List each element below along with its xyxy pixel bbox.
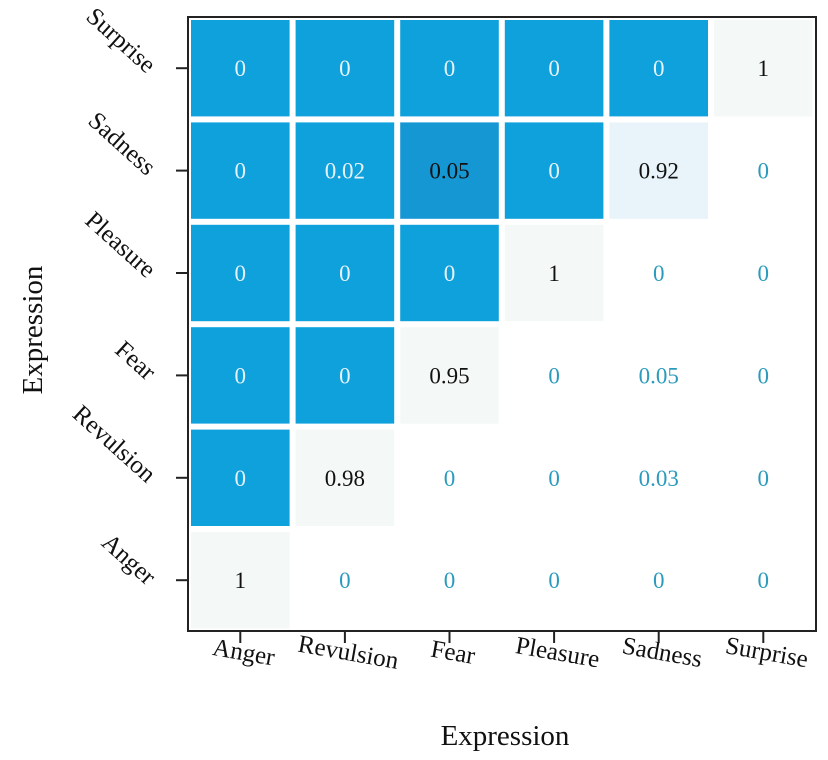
- cell-revulsion-anger: [191, 429, 290, 526]
- cell-anger-pleasure-label: 0: [548, 568, 560, 593]
- x-tick-label-pleasure: Pleasure: [513, 632, 601, 673]
- y-tick-label-fear: Fear: [110, 336, 162, 386]
- cell-sadness-anger: [191, 122, 290, 219]
- cell-surprise-fear: [400, 20, 499, 117]
- cell-anger-revulsion-label: 0: [339, 568, 351, 593]
- plot-frame: [187, 16, 817, 632]
- cell-fear-anger: [191, 327, 290, 424]
- cell-pleasure-fear: [400, 224, 499, 322]
- cell-fear-sadness-label: 0.05: [639, 363, 679, 388]
- cell-fear-anger-label: 0: [235, 363, 247, 388]
- cell-sadness-pleasure-label: 0: [548, 159, 560, 184]
- cell-fear-surprise-label: 0: [758, 363, 770, 388]
- cell-pleasure-anger: [191, 224, 290, 322]
- cell-surprise-pleasure: [504, 20, 604, 117]
- y-axis-ticks: Surprise Sadness Pleasure Fear Revulsion Ange…: [67, 3, 188, 591]
- cell-labels-layer: 0 0 0 0 0 1 0 0.02 0.05 0 0.92 0 0 0 0 1 0 0 0 0 0.95 0 0.05 0 0…: [235, 56, 770, 593]
- axes-layer: [187, 16, 817, 632]
- cell-pleasure-pleasure-label: 1: [548, 261, 560, 286]
- cell-surprise-anger-label: 0: [235, 56, 247, 81]
- y-tick-label-pleasure: Pleasure: [80, 207, 161, 284]
- cell-surprise-revulsion-label: 0: [339, 56, 351, 81]
- cell-anger-fear-label: 0: [444, 568, 456, 593]
- cell-surprise-fear-label: 0: [444, 56, 456, 81]
- cell-sadness-sadness-label: 0.92: [639, 159, 679, 184]
- cell-revulsion-revulsion: [295, 429, 395, 526]
- x-tick-label-fear: Fear: [429, 636, 478, 670]
- cell-surprise-surprise-label: 1: [758, 56, 770, 81]
- cell-pleasure-revulsion: [295, 224, 395, 322]
- x-tick-label-surprise: Surprise: [723, 632, 810, 673]
- cell-sadness-fear-label: 0.05: [429, 159, 469, 184]
- y-tick-label-surprise: Surprise: [81, 3, 161, 79]
- cell-pleasure-revulsion-label: 0: [339, 261, 351, 286]
- cell-fear-pleasure-label: 0: [548, 363, 560, 388]
- cell-sadness-revulsion: [295, 122, 395, 219]
- cell-sadness-surprise-label: 0: [758, 159, 770, 184]
- cell-revulsion-pleasure-label: 0: [548, 466, 560, 491]
- cell-revulsion-sadness-label: 0.03: [639, 466, 679, 491]
- cell-sadness-pleasure: [504, 122, 604, 219]
- x-tick-label-revulsion: Revulsion: [296, 631, 401, 675]
- cell-pleasure-fear-label: 0: [444, 261, 456, 286]
- x-tick-label-anger: Anger: [211, 634, 278, 672]
- cell-revulsion-fear-label: 0: [444, 466, 456, 491]
- cell-fear-revulsion: [295, 327, 395, 424]
- cell-fear-fear: [400, 327, 499, 424]
- cell-sadness-sadness: [609, 122, 708, 219]
- cells-layer: [191, 20, 813, 629]
- cell-sadness-revulsion-label: 0.02: [325, 159, 365, 184]
- x-axis-ticks: Anger Revulsion Fear Pleasure Sadness Surpris…: [211, 631, 810, 675]
- y-tick-label-sadness: Sadness: [83, 107, 161, 181]
- x-axis-title: Expression: [441, 720, 570, 752]
- cell-anger-anger: [191, 532, 290, 629]
- cell-anger-sadness-label: 0: [653, 568, 665, 593]
- cell-anger-anger-label: 1: [235, 568, 247, 593]
- cell-surprise-pleasure-label: 0: [548, 56, 560, 81]
- cell-revulsion-revulsion-label: 0.98: [325, 466, 365, 491]
- cell-fear-fear-label: 0.95: [429, 363, 469, 388]
- y-tick-label-anger: Anger: [96, 529, 161, 591]
- cell-revulsion-anger-label: 0: [235, 466, 247, 491]
- cell-surprise-sadness-label: 0: [653, 56, 665, 81]
- cell-surprise-sadness: [609, 20, 708, 117]
- y-tick-label-revulsion: Revulsion: [67, 400, 161, 488]
- cell-surprise-revulsion: [295, 20, 395, 117]
- cell-pleasure-pleasure: [504, 224, 604, 322]
- y-axis-title: Expression: [17, 265, 49, 394]
- cell-pleasure-surprise-label: 0: [758, 261, 770, 286]
- cell-sadness-anger-label: 0: [235, 159, 247, 184]
- cell-fear-revulsion-label: 0: [339, 363, 351, 388]
- x-tick-label-sadness: Sadness: [620, 633, 704, 674]
- cell-pleasure-sadness-label: 0: [653, 261, 665, 286]
- cell-anger-surprise-label: 0: [758, 568, 770, 593]
- cell-pleasure-anger-label: 0: [235, 261, 247, 286]
- cell-surprise-surprise: [714, 20, 813, 117]
- cell-sadness-fear: [400, 122, 499, 219]
- cell-revulsion-surprise-label: 0: [758, 466, 770, 491]
- cell-surprise-anger: [191, 20, 290, 117]
